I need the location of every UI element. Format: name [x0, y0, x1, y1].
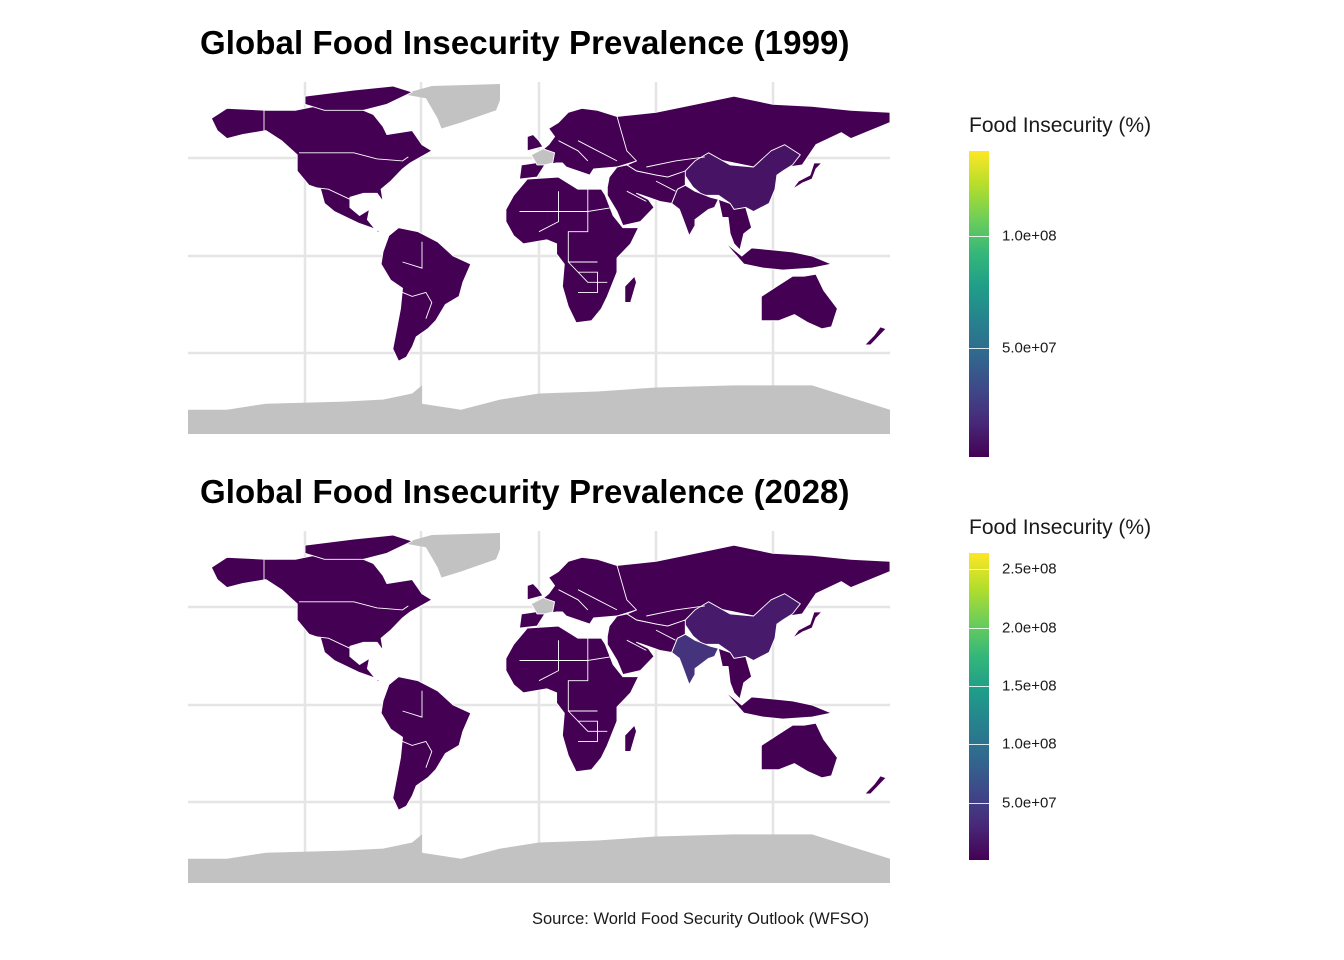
legend-tick-mark: [969, 686, 989, 688]
legend-tick-label: 5.0e+07: [1002, 339, 1057, 357]
country-border: [646, 156, 705, 168]
legend-tick-label: 2.0e+08: [1002, 619, 1057, 637]
region-indonesia: [723, 690, 832, 720]
country-border: [587, 638, 614, 662]
legend-tick-label: 1.0e+08: [1002, 227, 1057, 245]
country-border: [402, 740, 433, 768]
region-australia: [760, 273, 838, 330]
country-border: [577, 140, 618, 162]
country-border: [519, 211, 598, 263]
region-greenland: [402, 84, 500, 129]
region-antarctica: [188, 834, 890, 883]
country-border: [310, 186, 351, 200]
region-madagascar: [624, 275, 637, 303]
legend-tick-label: 2.5e+08: [1002, 560, 1057, 578]
region-south-america: [380, 227, 472, 362]
map-title: Global Food Insecurity Prevalence (2028): [200, 473, 850, 510]
region-madagascar: [624, 724, 637, 752]
region-australia: [760, 722, 838, 779]
country-border: [626, 190, 647, 202]
source-caption: Source: World Food Security Outlook (WFS…: [532, 910, 870, 928]
legend-tick-label: 5.0e+07: [1002, 794, 1057, 812]
country-border: [538, 640, 559, 682]
country-border: [577, 589, 618, 611]
world-map: [188, 531, 891, 883]
legend-colorbar: [969, 553, 989, 860]
map-panel-2028: Global Food Insecurity Prevalence (2028)…: [0, 449, 1344, 899]
legend-tick-mark: [969, 235, 989, 237]
legend-tick-mark: [969, 569, 989, 571]
region-japan: [792, 162, 823, 190]
country-border: [519, 660, 598, 712]
country-border: [646, 605, 705, 617]
region-greenland: [402, 533, 500, 578]
region-new-zealand: [864, 775, 887, 795]
legend-tick-label: 1.0e+08: [1002, 735, 1057, 753]
region-arctic-islands: [304, 85, 413, 111]
country-border: [310, 635, 351, 649]
region-uk: [526, 583, 544, 601]
country-border: [558, 589, 589, 611]
country-border: [402, 291, 433, 319]
country-border: [538, 191, 559, 233]
legend-colorbar: [969, 151, 989, 457]
region-india: [671, 633, 719, 686]
region-africa: [505, 176, 639, 324]
region-japan: [792, 611, 823, 639]
region-uk: [526, 134, 544, 152]
region-new-zealand: [864, 326, 887, 346]
region-southeast-asia: [717, 647, 753, 700]
country-border: [587, 189, 614, 213]
country-border: [567, 261, 608, 283]
legend-title: Food Insecurity (%): [969, 114, 1152, 137]
region-southeast-asia: [717, 198, 753, 251]
region-china: [682, 593, 801, 661]
map-panel-1999: Global Food Insecurity Prevalence (1999)…: [0, 0, 1344, 457]
country-border: [402, 690, 423, 718]
legend-tick-mark: [969, 802, 989, 804]
region-arctic-islands: [304, 534, 413, 560]
region-indonesia: [723, 241, 832, 271]
region-africa: [505, 625, 639, 773]
country-border: [402, 241, 423, 269]
world-map: [188, 82, 891, 434]
country-border: [299, 601, 409, 611]
region-north-america: [210, 552, 433, 684]
legend-tick-label: 1.5e+08: [1002, 677, 1057, 695]
country-border: [626, 639, 647, 651]
country-border: [655, 629, 676, 641]
region-china: [682, 144, 801, 212]
country-border: [558, 140, 589, 162]
region-india: [671, 184, 719, 237]
region-antarctica: [188, 385, 890, 434]
region-france-na: [530, 597, 556, 615]
country-border: [299, 152, 409, 162]
region-north-america: [210, 103, 433, 235]
legend-title: Food Insecurity (%): [969, 516, 1152, 539]
legend-tick-mark: [969, 347, 989, 349]
country-border: [567, 710, 608, 732]
region-middle-east: [606, 613, 686, 676]
country-border: [655, 180, 676, 192]
region-france-na: [530, 148, 556, 166]
legend-tick-mark: [969, 627, 989, 629]
legend-tick-mark: [969, 744, 989, 746]
map-title: Global Food Insecurity Prevalence (1999): [200, 24, 850, 61]
region-south-america: [380, 676, 472, 811]
region-middle-east: [606, 164, 686, 227]
